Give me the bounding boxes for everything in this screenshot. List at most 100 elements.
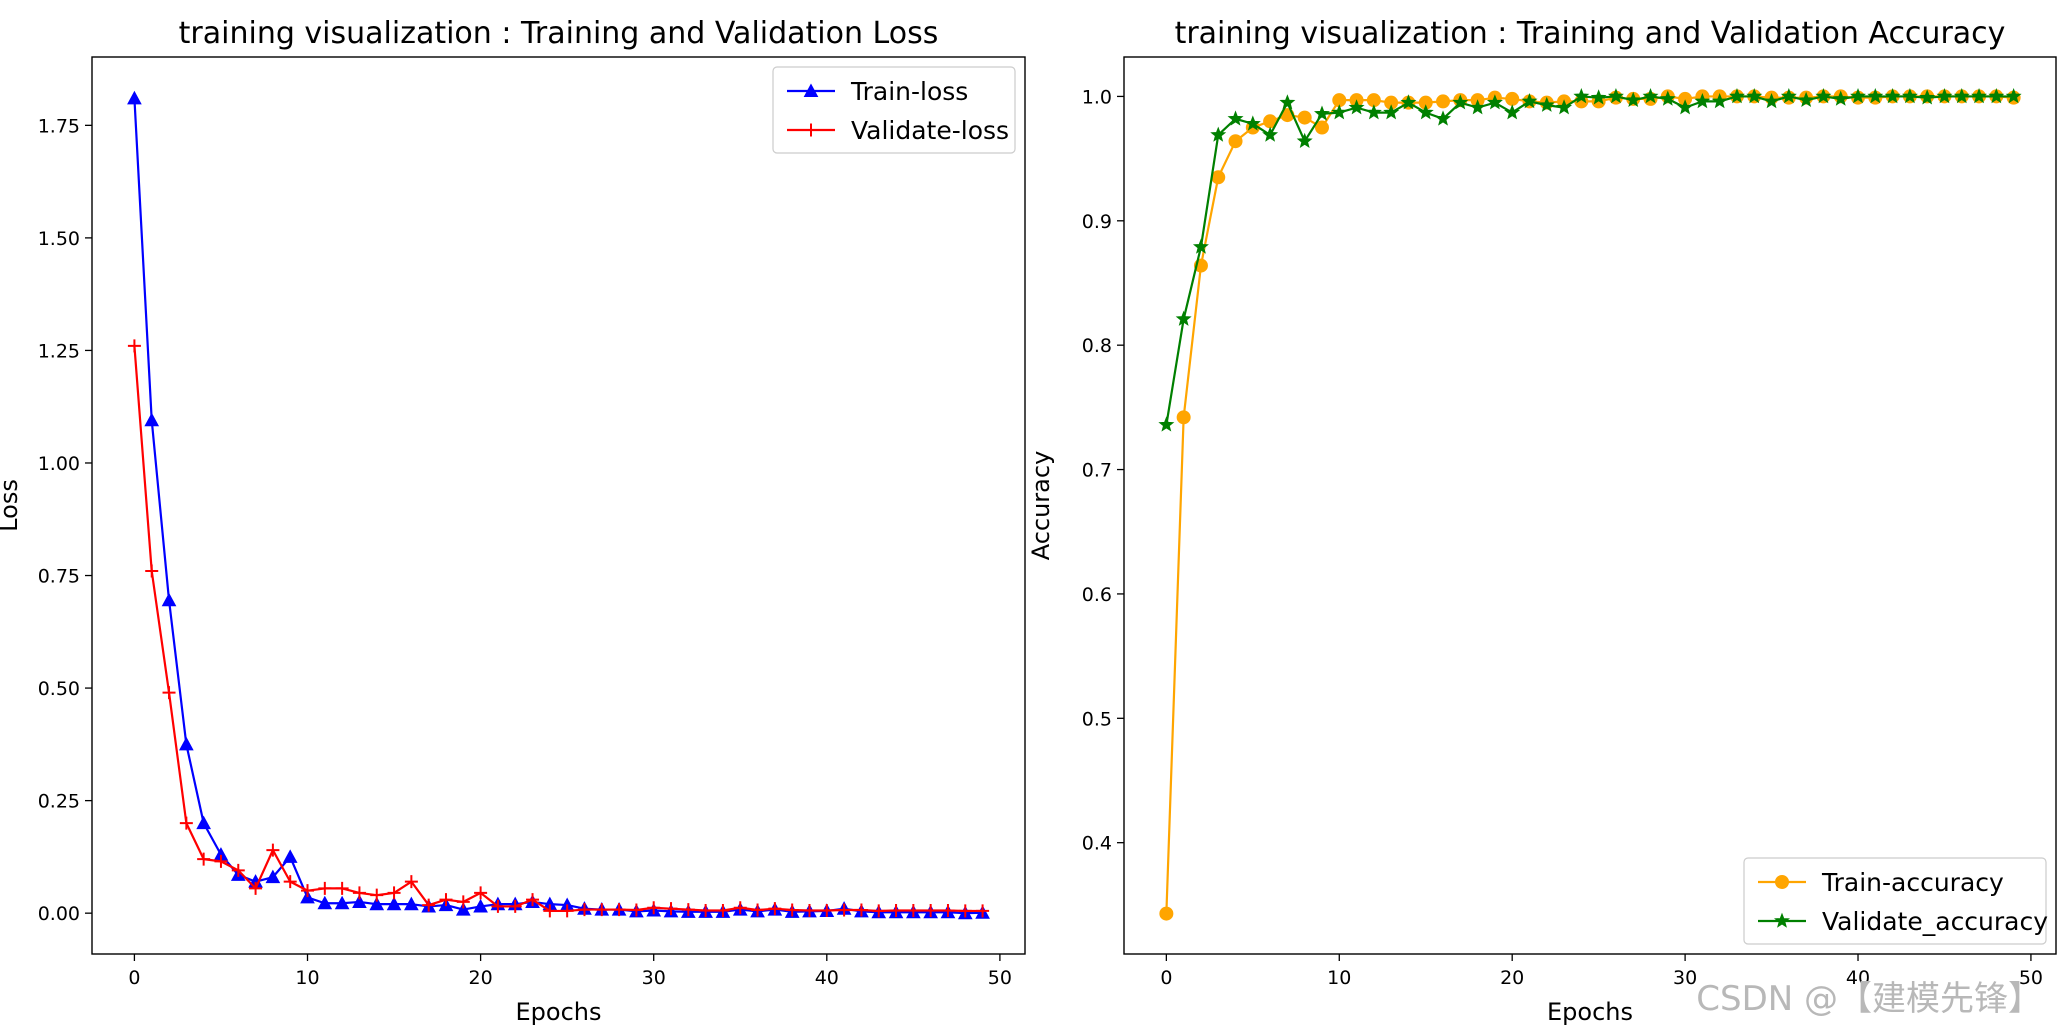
validate-loss-point [612,903,626,917]
train-loss-point [473,898,488,913]
validate-loss-point [647,901,661,915]
validate-accuracy-point [1867,88,1884,104]
validate-accuracy-point [1296,132,1313,148]
validate-accuracy-point [1383,104,1400,120]
validate-loss-point [370,888,384,902]
validate-loss-point [162,686,176,700]
validate-loss-point [924,903,938,917]
validate-accuracy-point [1832,90,1849,106]
y-axis-label: Loss [0,479,23,532]
validate-loss-point [127,339,141,353]
validate-accuracy-point [1971,88,1988,104]
legend-marker-train-accuracy [1775,875,1789,889]
validate-loss-point [802,903,816,917]
train-loss-point [404,896,419,911]
train-loss-point [127,90,142,105]
validate-accuracy-point [1625,91,1642,107]
validate-loss-point [872,904,886,918]
validate-loss-point [266,843,280,857]
loss-chart: 0 10 20 30 40 50 0.00 0.25 0.50 0.75 1.00 1.25 1.50 1… [0,16,1026,1026]
validate-accuracy-point [1486,94,1503,110]
validate-loss-point [404,875,418,889]
validate-accuracy-point [1711,93,1728,109]
legend: Train-loss Validate-loss [772,66,1016,154]
legend-label-train-accuracy: Train-accuracy [1821,868,2004,897]
validate-loss-point [474,886,488,900]
y-tick-label: 1.75 [38,115,80,137]
x-axis-label: Epochs [516,998,602,1026]
y-tick-label: 0.4 [1082,833,1112,855]
validate-accuracy-point [1210,126,1227,142]
validate-loss-point [231,863,245,877]
validate-loss-point [214,854,228,868]
validate-loss-point [283,875,297,889]
validate-accuracy-point [1331,104,1348,120]
validate-accuracy-point [1659,90,1676,106]
validate-accuracy-point [1365,104,1382,120]
train-accuracy-point [1505,91,1520,106]
validate-accuracy-point [1953,88,1970,104]
validate-accuracy-point [1417,104,1434,120]
legend-marker-validate-accuracy [1774,912,1790,928]
train-accuracy-point [1436,94,1451,109]
validate-loss-point [508,899,522,913]
x-tick-label: 0 [1160,967,1172,989]
train-accuracy-point [1228,134,1243,149]
x-tick-label: 10 [295,967,319,989]
plot-frame [91,56,1026,955]
validate-loss-point [422,898,436,912]
train-loss-point [369,896,385,911]
validate-accuracy-point [1556,99,1573,115]
validate-loss-point [560,904,574,918]
train-loss-point [144,412,160,427]
validate-accuracy-point [1850,88,1866,104]
validate-loss-point [629,903,643,917]
validate-loss-point [716,903,730,917]
legend-label-validate-accuracy: Validate_accuracy [1822,907,2048,936]
y-tick-label: 0.7 [1082,460,1112,482]
validate-accuracy-point [1348,99,1365,115]
validate-accuracy-point [1780,88,1797,104]
validate-accuracy-point [1175,310,1192,326]
x-axis-label: Epochs [1547,998,1633,1026]
y-tick-label: 0.6 [1082,584,1112,606]
validate-accuracy-point [1936,88,1953,104]
train-loss-point [317,895,333,910]
validate-loss-point [854,903,868,917]
y-axis-label: Accuracy [1027,451,1055,561]
validate-loss-point [301,884,315,898]
validate-accuracy-point [1314,105,1330,121]
y-tick-label: 0.50 [38,678,80,700]
validate-loss-point [958,904,972,918]
accuracy-chart: 0 10 20 30 40 50 0.4 0.5 0.6 0.7 0.8 0.9 1.0 training… [1027,16,2057,1026]
train-loss-point [161,592,177,607]
validate-loss-point [837,903,851,917]
train-loss-point [455,902,471,916]
y-tick-label: 1.0 [1082,86,1112,108]
legend-label-validate-loss: Validate-loss [851,116,1009,145]
validate-accuracy-point [1763,93,1780,109]
validate-loss-point [145,564,159,578]
legend-marker-validate-loss [804,123,818,137]
y-tick-label: 1.25 [38,340,80,362]
validate-loss-point [577,903,591,917]
chart-title: training visualization : Training and Va… [179,16,939,51]
x-tick-label: 20 [469,967,493,989]
validate-loss-point [768,902,782,916]
plot-frame [1123,56,2057,955]
validate-loss-point [318,881,332,895]
y-tick-label: 1.00 [38,453,80,475]
validate-accuracy-point [1919,89,1936,105]
validate-loss-point [352,886,366,900]
validate-accuracy-point [1227,110,1244,126]
validate-accuracy-point [1798,91,1815,107]
train-loss-point [265,869,281,884]
validate-loss-point [699,903,713,917]
validate-loss-point [456,895,470,909]
legend-box [772,66,1016,154]
validate-loss-point [941,903,955,917]
validate-loss-point [664,902,678,916]
validate-accuracy-point [1607,88,1624,104]
train-loss-point [334,895,350,910]
